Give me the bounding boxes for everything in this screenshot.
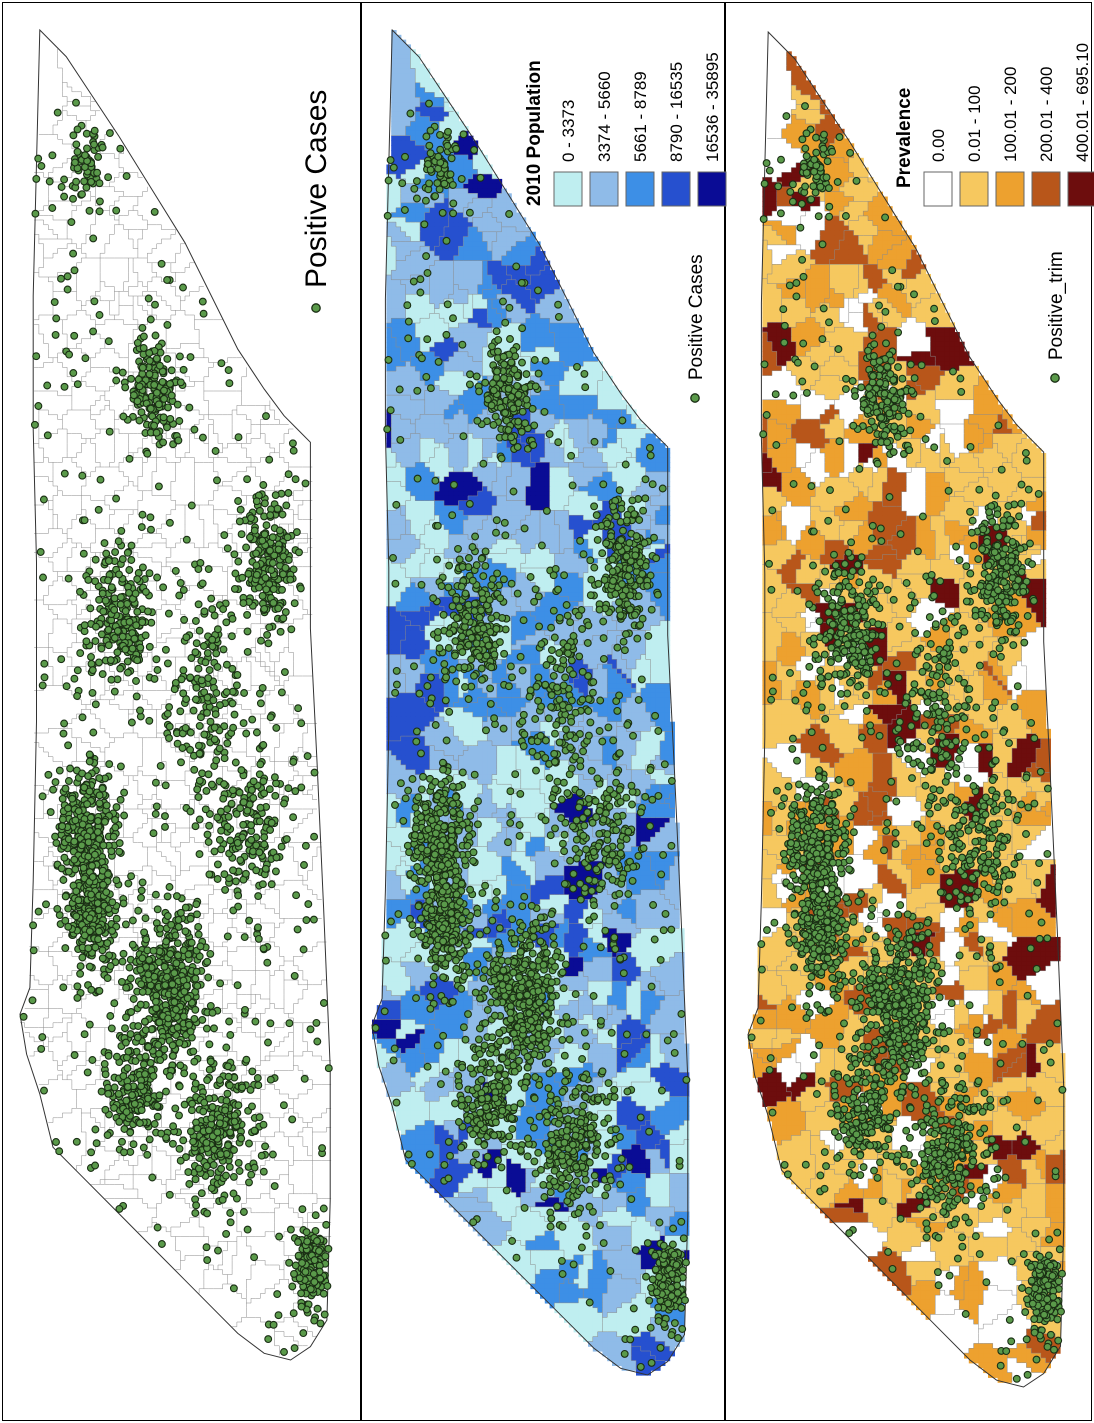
legend-class-label: 5661 - 8789: [631, 71, 650, 162]
legend-swatch: [960, 172, 988, 206]
legend-point-symbol: [1051, 374, 1059, 382]
legend-swatch: [924, 172, 952, 206]
legend-swatch: [590, 172, 618, 206]
legend-title: Prevalence: [894, 88, 915, 188]
legend-class-label: 0.00: [929, 129, 948, 162]
legend-swatch: [698, 172, 726, 206]
panel-population-map: [372, 30, 690, 1376]
legend-layer-label: Positive_trim: [1046, 251, 1067, 360]
legend-class-label: 200.01 - 400: [1037, 67, 1056, 162]
legend-swatch: [1032, 172, 1060, 206]
legend-point-symbol: [312, 304, 320, 312]
legend-class-label: 16536 - 35895: [703, 52, 722, 162]
legend-class-label: 0 - 3373: [559, 100, 578, 162]
legend-cases: Positive Cases: [300, 90, 333, 313]
legend-swatch: [1068, 172, 1094, 206]
legend-class-label: 0.01 - 100: [965, 85, 984, 162]
legend-title: 2010 Population: [524, 60, 545, 206]
legend-swatch: [996, 172, 1024, 206]
panel-positive-cases-map: [20, 30, 332, 1361]
legend-swatch: [626, 172, 654, 206]
legend-layer-label: Positive Cases: [686, 254, 707, 380]
legend-class-label: 100.01 - 200: [1001, 67, 1020, 162]
legend-point-symbol: [691, 394, 699, 402]
legend-class-label: 8790 - 16535: [667, 62, 686, 162]
panel-prevalence-map: [748, 32, 1066, 1388]
legend-class-label: 400.01 - 695.10: [1073, 43, 1092, 162]
legend-swatch: [662, 172, 690, 206]
legend-class-label: 3374 - 5660: [595, 71, 614, 162]
legend-swatch: [554, 172, 582, 206]
legend-layer-label: Positive Cases: [300, 90, 333, 288]
